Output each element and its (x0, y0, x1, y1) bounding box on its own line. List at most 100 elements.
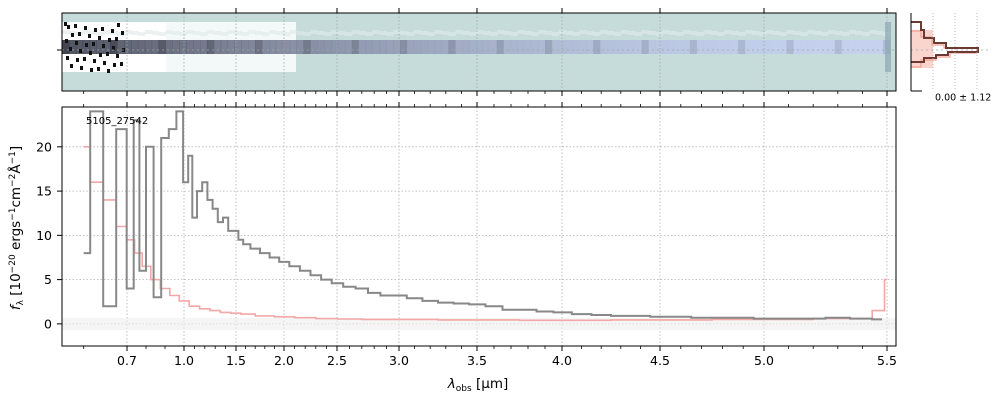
trace-column (62, 40, 70, 54)
x-tick-label: 4.5 (650, 353, 670, 368)
trace-column (282, 40, 291, 54)
trace-column (724, 40, 732, 54)
x-axis-lambda: λ (447, 376, 456, 392)
x-tick-label: 5.5 (877, 353, 897, 368)
trace-noise (841, 32, 850, 36)
trace-noise (517, 30, 525, 34)
y-tick-label: 15 (36, 184, 52, 199)
trace-noise (848, 30, 856, 34)
trace-noise (455, 30, 463, 34)
spectrum-2d-trace (62, 22, 891, 73)
y-tick-label: 20 (36, 139, 52, 154)
trace-column (676, 40, 684, 54)
spectrum-2d-panel (57, 8, 897, 96)
trace-column (779, 40, 787, 54)
trace-column (400, 40, 408, 54)
trace-column (379, 40, 387, 54)
trace-noise (248, 30, 256, 34)
trace-column (441, 40, 449, 54)
trace-noise (614, 32, 622, 36)
trace-noise-pixel (74, 24, 77, 28)
y-axis-exp2: −1 (8, 208, 18, 221)
trace-noise (876, 31, 884, 35)
trace-noise-pixel (71, 33, 74, 37)
trace-column (310, 40, 318, 54)
trace-noise (193, 31, 201, 35)
trace-column (234, 40, 242, 54)
trace-column (683, 40, 691, 54)
x-tick-label: 2.5 (327, 353, 347, 368)
trace-column (738, 40, 746, 54)
trace-column (193, 40, 201, 54)
trace-noise-pixel (79, 49, 82, 53)
trace-column (627, 40, 636, 54)
model-line (83, 146, 887, 322)
trace-noise (482, 31, 491, 35)
trace-noise (696, 32, 705, 36)
x-axis-label: λobs [μm] (447, 376, 509, 394)
trace-noise-pixel (120, 62, 123, 66)
trace-noise (593, 32, 601, 36)
trace-column (172, 40, 180, 54)
trace-column (68, 40, 77, 54)
trace-noise (303, 32, 311, 36)
trace-noise (855, 31, 863, 35)
trace-noise-pixel (98, 36, 101, 40)
trace-column (255, 40, 263, 54)
trace-noise (772, 31, 781, 35)
trace-noise (82, 30, 91, 34)
trace-column (524, 40, 532, 54)
y-tick-labels: 0 5 10 15 20 (36, 139, 52, 331)
trace-noise (779, 32, 787, 36)
trace-column (427, 40, 436, 54)
trace-noise (96, 32, 104, 36)
trace-noise (572, 32, 580, 36)
trace-noise (834, 31, 843, 35)
y-axis-f: f (8, 303, 24, 310)
trace-noise (827, 30, 836, 34)
x-tick-label: 4.0 (552, 353, 572, 368)
trace-noise-pixel (85, 43, 88, 47)
trace-noise (158, 32, 166, 36)
trace-column (807, 40, 815, 54)
trace-column (489, 40, 498, 54)
trace-column (482, 40, 491, 54)
trace-column (620, 40, 629, 54)
trace-noise-pixel (94, 28, 97, 32)
trace-noise (448, 32, 456, 36)
trace-noise-pixel (108, 38, 111, 42)
object-id-label: 5105_27542 (86, 116, 148, 127)
trace-column (503, 40, 511, 54)
trace-column (351, 40, 360, 54)
trace-column (144, 40, 153, 54)
trace-column (827, 40, 836, 54)
trace-column (420, 40, 429, 54)
trace-column (434, 40, 442, 54)
trace-noise-pixel (78, 32, 81, 36)
trace-column (558, 40, 567, 54)
trace-noise (469, 32, 477, 36)
trace-column (862, 40, 870, 54)
trace-noise (814, 31, 822, 35)
trace-noise (586, 31, 594, 35)
trace-noise-pixel (103, 61, 106, 65)
spectrum-1d-panel: 0.7 1.0 1.5 2.0 2.5 3.0 3.5 4.0 4.5 5.0 5.5 0 5 10 15… (7, 102, 897, 394)
trace-noise (689, 31, 698, 35)
trace-column (137, 40, 146, 54)
trace-column (696, 40, 705, 54)
trace-noise (344, 32, 353, 36)
trace-noise (289, 30, 298, 34)
trace-column (317, 40, 325, 54)
trace-noise (358, 31, 367, 35)
trace-noise (241, 32, 249, 36)
trace-column (241, 40, 249, 54)
trace-noise-pixel (101, 27, 104, 31)
trace-noise (124, 30, 132, 34)
trace-noise-pixel (76, 58, 79, 62)
trace-noise (296, 31, 304, 35)
trace-noise-pixel (113, 63, 116, 67)
trace-noise (862, 32, 870, 36)
trace-noise (62, 30, 70, 34)
trace-column (372, 40, 380, 54)
